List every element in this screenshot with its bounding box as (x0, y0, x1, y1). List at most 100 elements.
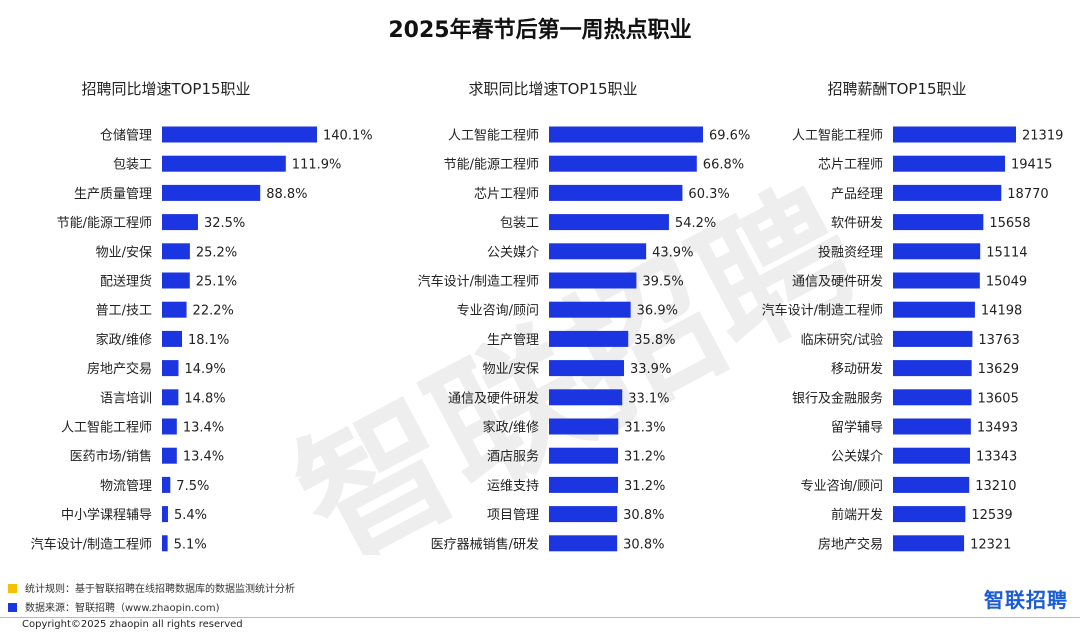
category-label: 芯片工程师 (818, 158, 883, 173)
bar (549, 418, 619, 435)
category-label: 节能/能源工程师 (444, 158, 539, 173)
category-label: 通信及硬件研发 (448, 390, 539, 406)
category-label: 物流管理 (100, 479, 152, 494)
value-label: 140.1% (323, 129, 373, 144)
value-label: 13493 (977, 421, 1018, 436)
category-label: 医药市场/销售 (70, 449, 152, 465)
stat-rule-note: 统计规则：基于智联招聘在线招聘数据库的数据监测统计分析 (8, 580, 295, 595)
chart-salary: 招聘薪酬TOP15职业 人工智能工程师 21319 芯片工程师 19415 产品经理 187… (720, 75, 1080, 555)
value-label: 54.2% (675, 216, 716, 231)
value-label: 60.3% (688, 187, 729, 202)
category-label: 医疗器械销售/研发 (431, 536, 539, 552)
value-label: 14198 (981, 304, 1022, 319)
value-label: 14.9% (184, 362, 225, 377)
value-label: 13.4% (183, 421, 224, 436)
zhaopin-logo: 智联招聘 (984, 588, 1068, 612)
category-label: 银行及金融服务 (792, 390, 883, 406)
value-label: 36.9% (637, 304, 678, 319)
value-label: 13210 (975, 479, 1016, 494)
value-label: 111.9% (292, 158, 342, 173)
category-label: 人工智能工程师 (448, 129, 539, 144)
bar (162, 535, 168, 552)
data-source-note: 数据来源：智联招聘（www.zhaopin.com) (8, 599, 220, 614)
bar (893, 330, 973, 347)
chart-recruit-growth: 招聘同比增速TOP15职业 仓储管理 140.1% 包装工 111.9% 生产质量管理 88… (0, 75, 373, 555)
bar (162, 214, 198, 231)
bar (549, 330, 629, 347)
value-label: 13343 (976, 450, 1017, 465)
value-label: 31.3% (624, 421, 665, 436)
category-label: 生产管理 (487, 333, 539, 348)
bar (549, 126, 703, 143)
category-label: 语言培训 (100, 390, 152, 406)
value-label: 14.8% (184, 391, 225, 406)
category-label: 生产质量管理 (74, 187, 152, 202)
category-label: 包装工 (113, 158, 152, 173)
bar (162, 418, 177, 435)
bar (162, 272, 190, 289)
category-label: 汽车设计/制造工程师 (31, 536, 152, 552)
value-label: 43.9% (652, 245, 693, 260)
value-label: 39.5% (642, 275, 683, 290)
category-label: 公关媒介 (487, 245, 539, 260)
chart-jobseek-growth: 求职同比增速TOP15职业 人工智能工程师 69.6% 节能/能源工程师 66.8% 芯片… (360, 75, 751, 555)
rule-square-icon (8, 584, 17, 593)
bar (549, 184, 683, 201)
value-label: 31.2% (624, 479, 665, 494)
category-label: 移动研发 (831, 361, 883, 377)
category-label: 专业咨询/顾问 (457, 304, 539, 319)
value-label: 32.5% (204, 216, 245, 231)
category-label: 包装工 (500, 216, 539, 231)
bar (893, 184, 1002, 201)
value-label: 33.9% (630, 362, 671, 377)
bar (893, 126, 1016, 143)
chart-title: 招聘同比增速TOP15职业 (81, 80, 250, 98)
category-label: 芯片工程师 (474, 187, 539, 202)
bar (893, 301, 975, 318)
value-label: 31.2% (624, 450, 665, 465)
bar (893, 447, 970, 464)
value-label: 13605 (977, 391, 1018, 406)
data-source-text: 数据来源：智联招聘（www.zhaopin.com) (25, 603, 220, 614)
value-label: 5.1% (174, 537, 207, 552)
bar (162, 476, 171, 493)
bar (549, 214, 669, 231)
category-label: 汽车设计/制造工程师 (762, 303, 883, 319)
value-label: 19415 (1011, 158, 1052, 173)
value-label: 25.2% (196, 245, 237, 260)
bar (162, 330, 183, 347)
category-label: 软件研发 (831, 215, 883, 231)
value-label: 35.8% (634, 333, 675, 348)
chart-title: 求职同比增速TOP15职业 (468, 80, 637, 98)
value-label: 12321 (970, 537, 1011, 552)
bar (893, 360, 972, 377)
value-label: 15049 (986, 275, 1027, 290)
value-label: 22.2% (193, 304, 234, 319)
bar (549, 535, 618, 552)
bar (162, 360, 179, 377)
bar (549, 447, 619, 464)
category-label: 专业咨询/顾问 (801, 479, 883, 494)
value-label: 66.8% (703, 158, 744, 173)
category-label: 酒店服务 (487, 449, 539, 465)
bar (162, 126, 317, 143)
value-label: 18.1% (188, 333, 229, 348)
value-label: 5.4% (174, 508, 207, 523)
category-label: 节能/能源工程师 (57, 216, 152, 231)
page-title: 2025年春节后第一周热点职业 (388, 18, 692, 43)
category-label: 普工/技工 (96, 304, 152, 319)
value-label: 13629 (978, 362, 1019, 377)
category-label: 产品经理 (831, 187, 883, 202)
value-label: 13763 (978, 333, 1019, 348)
value-label: 88.8% (266, 187, 307, 202)
category-label: 通信及硬件研发 (792, 274, 883, 290)
bar (549, 476, 619, 493)
category-label: 房地产交易 (87, 361, 152, 377)
stat-rule-text: 统计规则：基于智联招聘在线招聘数据库的数据监测统计分析 (25, 584, 295, 595)
bar (893, 418, 971, 435)
bar (893, 214, 984, 231)
category-label: 汽车设计/制造工程师 (418, 274, 539, 290)
category-label: 物业/安保 (483, 362, 539, 377)
